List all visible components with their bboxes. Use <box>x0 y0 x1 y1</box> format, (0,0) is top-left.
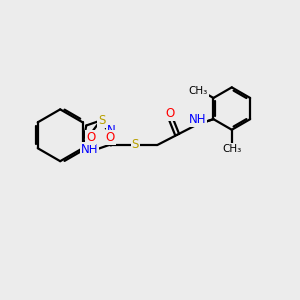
Text: O: O <box>106 130 115 144</box>
Text: NH: NH <box>188 113 206 126</box>
Text: S: S <box>132 138 139 151</box>
Text: O: O <box>165 107 175 120</box>
Text: O: O <box>86 130 95 144</box>
Text: CH₃: CH₃ <box>189 86 208 96</box>
Text: S: S <box>98 114 106 127</box>
Text: NH: NH <box>81 143 98 157</box>
Text: N: N <box>107 124 116 137</box>
Text: CH₃: CH₃ <box>222 145 242 154</box>
